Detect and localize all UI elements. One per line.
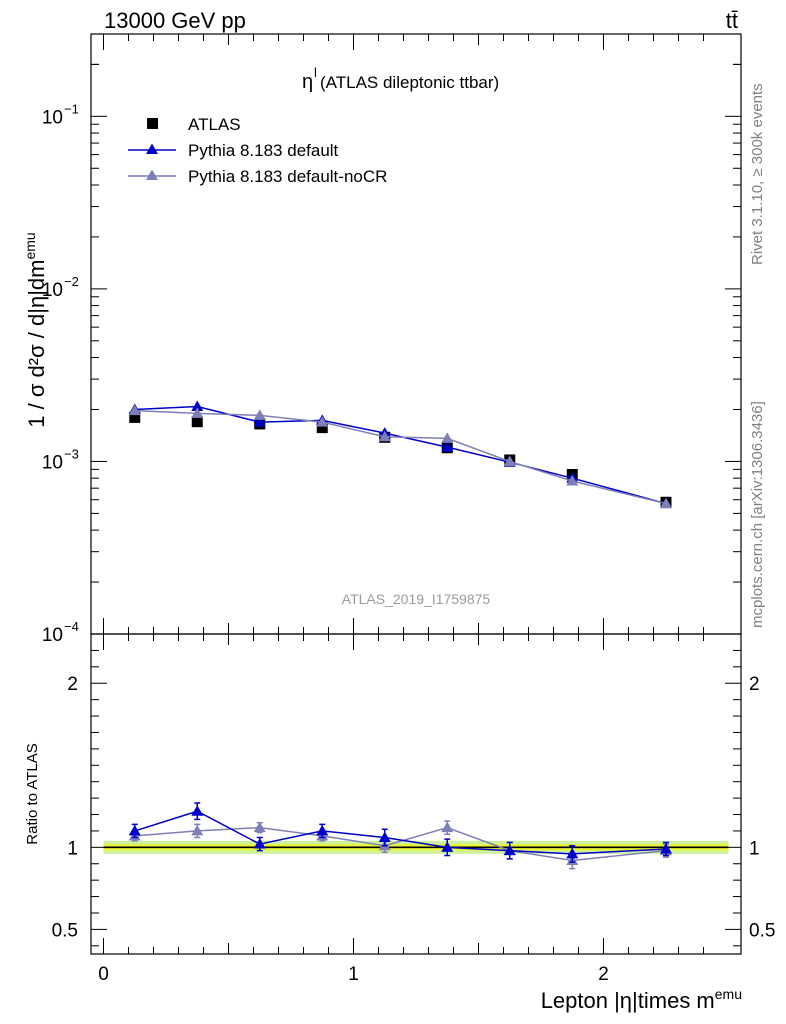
svg-text:−4: −4 xyxy=(64,619,79,634)
process-label: tt̄ xyxy=(726,8,738,33)
rivet-label: Rivet 3.1.10, ≥ 300k events xyxy=(749,83,766,265)
plot-title-text: (ATLAS dileptonic ttbar) xyxy=(320,73,499,92)
ratio-point-series-1 xyxy=(441,821,454,833)
main-line-series-2 xyxy=(134,409,667,505)
main-point-series-1 xyxy=(191,400,204,412)
main-line-series-1 xyxy=(134,405,667,505)
legend: ATLAS Pythia 8.183 default Pythia 8.183 … xyxy=(128,115,387,186)
ratio-point-series-0 xyxy=(378,831,391,842)
main-axis-ticks xyxy=(91,33,741,635)
ratio-ytick-label-left: 0.5 xyxy=(52,920,78,941)
main-point-series-2 xyxy=(378,430,391,442)
legend-label-default: Pythia 8.183 default xyxy=(188,141,339,160)
main-point-atlas xyxy=(129,411,141,423)
ratio-ytick-label-right: 1 xyxy=(749,838,760,859)
mcplots-label: mcplots.cern.ch [arXiv:1306.3436] xyxy=(749,401,766,628)
ratio-axis-ticks xyxy=(91,634,741,954)
main-ytick-label: 10 −3 xyxy=(42,446,79,473)
svg-text:−2: −2 xyxy=(64,274,79,289)
main-series xyxy=(128,400,672,509)
legend-marker-atlas xyxy=(147,118,158,129)
plot-title: η l (ATLAS dileptonic ttbar) xyxy=(302,65,499,93)
main-point-series-2 xyxy=(253,409,266,420)
ratio-point-series-1 xyxy=(253,821,266,833)
main-point-series-2 xyxy=(316,416,329,427)
svg-text:10: 10 xyxy=(42,452,63,473)
ratio-point-series-0 xyxy=(253,838,266,849)
ratio-point-series-0 xyxy=(660,842,672,854)
ratio-point-series-0 xyxy=(441,841,454,852)
analysis-watermark: ATLAS_2019_I1759875 xyxy=(342,591,491,607)
main-point-series-2 xyxy=(191,407,204,418)
xtick-label: 2 xyxy=(598,964,609,985)
plot-title-superscript: l xyxy=(314,65,317,80)
ratio-ytick-labels: 2 1 0.5 2 1 0.5 xyxy=(52,674,776,941)
main-panel: 10 −1 10 −2 10 −3 10 −4 1 / σ d²σ / d|η|dmem… xyxy=(22,33,742,646)
ratio-point-series-0 xyxy=(566,847,579,859)
main-y-axis-label: 1 / σ d²σ / d|η|dmemu xyxy=(22,232,49,427)
xtick-label: 0 xyxy=(98,964,109,985)
main-point-series-2 xyxy=(128,404,141,416)
main-point-series-1 xyxy=(253,416,266,427)
svg-text:−1: −1 xyxy=(64,101,79,116)
legend-marker-default xyxy=(146,143,158,154)
main-ytick-label: 10 −4 xyxy=(42,619,79,646)
legend-label-atlas: ATLAS xyxy=(188,115,241,134)
ratio-y-axis-label: Ratio to ATLAS xyxy=(24,743,41,844)
ratio-ytick-label-left: 2 xyxy=(67,674,78,695)
ratio-panel: 2 1 0.5 2 1 0.5 0 1 2 Ratio to ATLAS Lep… xyxy=(24,633,776,1013)
ratio-point-series-0 xyxy=(128,824,141,836)
xtick-label: 1 xyxy=(348,964,359,985)
main-point-atlas xyxy=(316,422,328,434)
ratio-series xyxy=(128,802,672,870)
main-point-series-2 xyxy=(441,432,454,443)
legend-label-nocr: Pythia 8.183 default-noCR xyxy=(188,167,387,186)
svg-text:−3: −3 xyxy=(64,446,79,461)
main-point-series-1 xyxy=(441,441,454,452)
x-axis-label: Lepton |η|times memu xyxy=(541,986,742,1013)
energy-label: 13000 GeV pp xyxy=(104,8,246,33)
ratio-ytick-label-right: 2 xyxy=(749,674,760,695)
ratio-xtick-labels: 0 1 2 xyxy=(98,964,609,985)
legend-marker-nocr xyxy=(146,169,158,180)
svg-text:10: 10 xyxy=(42,625,63,646)
main-ytick-labels: 10 −1 10 −2 10 −3 10 −4 xyxy=(42,101,79,646)
ratio-frame xyxy=(90,633,742,955)
ratio-point-series-0 xyxy=(316,824,329,836)
ratio-ytick-label-right: 0.5 xyxy=(749,920,775,941)
ratio-point-series-0 xyxy=(191,805,204,816)
svg-text:10: 10 xyxy=(42,107,63,128)
main-ytick-label: 10 −1 xyxy=(42,101,79,128)
main-ytick-label: 10 −2 xyxy=(42,274,79,301)
ratio-point-series-1 xyxy=(191,824,204,836)
main-point-series-2 xyxy=(503,455,516,466)
ratio-ytick-label-left: 1 xyxy=(67,838,78,859)
ratio-point-series-0 xyxy=(503,844,516,856)
main-point-series-2 xyxy=(566,475,579,486)
plot-title-symbol: η xyxy=(302,71,313,93)
main-point-atlas xyxy=(191,416,203,428)
main-point-series-2 xyxy=(660,497,672,509)
svg-text:10: 10 xyxy=(42,280,63,301)
